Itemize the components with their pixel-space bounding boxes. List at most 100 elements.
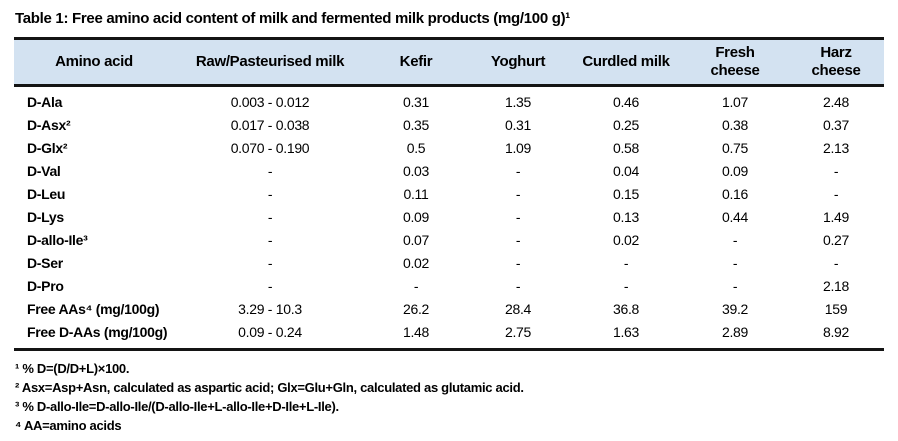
cell: 3.29 - 10.3 bbox=[238, 301, 302, 317]
table-row-d-ala: D-Ala 0.003 - 0.012 0.31 1.35 0.46 1.07 … bbox=[14, 86, 884, 115]
col-header-yoghurt: Yoghurt bbox=[466, 38, 570, 87]
cell: 8.92 bbox=[822, 324, 850, 340]
cell: 1.63 bbox=[612, 324, 640, 340]
row-label: D-Lys bbox=[27, 209, 64, 225]
cell: - bbox=[732, 232, 738, 248]
cell: 0.09 bbox=[402, 209, 430, 225]
cell: 0.5 bbox=[406, 140, 426, 156]
footnotes: ¹ % D=(D/D+L)×100. ² Asx=Asp+Asn, calcul… bbox=[14, 351, 884, 435]
row-label: D-Val bbox=[27, 163, 61, 179]
table-title: Table 1: Free amino acid content of milk… bbox=[15, 10, 570, 27]
row-label: Free D-AAs (mg/100g) bbox=[27, 324, 168, 340]
cell: - bbox=[267, 232, 273, 248]
cell: 0.31 bbox=[504, 117, 532, 133]
cell: 2.89 bbox=[721, 324, 749, 340]
col-header-fresh-cheese: Fresh cheese bbox=[682, 38, 788, 87]
cell: - bbox=[515, 255, 521, 271]
table-row-d-asx: D-Asx² 0.017 - 0.038 0.35 0.31 0.25 0.38… bbox=[14, 114, 884, 137]
cell: - bbox=[267, 209, 273, 225]
cell: 0.09 bbox=[721, 163, 749, 179]
cell: - bbox=[515, 186, 521, 202]
cell: 2.75 bbox=[504, 324, 532, 340]
cell: - bbox=[515, 232, 521, 248]
cell: 2.13 bbox=[822, 140, 850, 156]
cell: 0.31 bbox=[402, 94, 430, 110]
row-label: D-Leu bbox=[27, 186, 66, 202]
table-row-d-leu: D-Leu - 0.11 - 0.15 0.16 - bbox=[14, 183, 884, 206]
footnote-1: ¹ % D=(D/D+L)×100. bbox=[15, 361, 130, 376]
table-row-free-aas: Free AAs⁴ (mg/100g) 3.29 - 10.3 26.2 28.… bbox=[14, 298, 884, 321]
cell: 1.09 bbox=[504, 140, 532, 156]
cell: 0.44 bbox=[721, 209, 749, 225]
cell: 1.07 bbox=[721, 94, 749, 110]
cell: - bbox=[515, 278, 521, 294]
footnote-3: ³ % D-allo-Ile=D-allo-Ile/(D-allo-Ile+L-… bbox=[15, 399, 339, 414]
row-label: D-Asx² bbox=[27, 117, 71, 133]
cell: 2.18 bbox=[822, 278, 850, 294]
cell: 0.04 bbox=[612, 163, 640, 179]
cell: 0.27 bbox=[822, 232, 850, 248]
row-label: D-Ala bbox=[27, 94, 63, 110]
cell: 0.13 bbox=[612, 209, 640, 225]
cell: - bbox=[515, 163, 521, 179]
col-header-amino-acid: Amino acid bbox=[14, 38, 174, 87]
cell: - bbox=[267, 255, 273, 271]
cell: 0.75 bbox=[721, 140, 749, 156]
cell: - bbox=[267, 278, 273, 294]
table-row-d-ser: D-Ser - 0.02 - - - - bbox=[14, 252, 884, 275]
footnote-2: ² Asx=Asp+Asn, calculated as aspartic ac… bbox=[15, 380, 524, 395]
col-header-curdled-milk: Curdled milk bbox=[570, 38, 682, 87]
row-label: D-Pro bbox=[27, 278, 64, 294]
table-row-d-glx: D-Glx² 0.070 - 0.190 0.5 1.09 0.58 0.75 … bbox=[14, 137, 884, 160]
cell: 36.8 bbox=[612, 301, 640, 317]
cell: 0.37 bbox=[822, 117, 850, 133]
cell: 28.4 bbox=[504, 301, 532, 317]
cell: - bbox=[833, 186, 839, 202]
cell: 2.48 bbox=[822, 94, 850, 110]
cell: - bbox=[267, 163, 273, 179]
cell: 0.070 - 0.190 bbox=[230, 140, 310, 156]
cell: - bbox=[623, 278, 629, 294]
cell: 0.15 bbox=[612, 186, 640, 202]
cell: 0.09 - 0.24 bbox=[238, 324, 302, 340]
cell: 1.48 bbox=[402, 324, 430, 340]
col-header-kefir: Kefir bbox=[366, 38, 466, 87]
cell: 0.003 - 0.012 bbox=[230, 94, 310, 110]
row-label: D-allo-Ile³ bbox=[27, 232, 88, 248]
col-header-harz-cheese: Harz cheese bbox=[788, 38, 884, 87]
cell: 0.017 - 0.038 bbox=[230, 117, 310, 133]
cell: 0.02 bbox=[402, 255, 430, 271]
cell: 159 bbox=[824, 301, 848, 317]
cell: 0.03 bbox=[402, 163, 430, 179]
cell: 0.46 bbox=[612, 94, 640, 110]
cell: - bbox=[732, 278, 738, 294]
table-row-free-d-aas: Free D-AAs (mg/100g) 0.09 - 0.24 1.48 2.… bbox=[14, 321, 884, 350]
amino-acid-table: Amino acid Raw/Pasteurised milk Kefir Yo… bbox=[14, 37, 884, 351]
footnote-4: ⁴ AA=amino acids bbox=[15, 418, 122, 433]
table-row-d-allo-ile: D-allo-Ile³ - 0.07 - 0.02 - 0.27 bbox=[14, 229, 884, 252]
cell: 1.35 bbox=[504, 94, 532, 110]
cell: 0.25 bbox=[612, 117, 640, 133]
row-label: D-Glx² bbox=[27, 140, 68, 156]
cell: 0.02 bbox=[612, 232, 640, 248]
cell: - bbox=[732, 255, 738, 271]
col-header-raw-pasteurised-milk: Raw/Pasteurised milk bbox=[174, 38, 366, 87]
cell: - bbox=[267, 186, 273, 202]
cell: 0.07 bbox=[402, 232, 430, 248]
header-row: Amino acid Raw/Pasteurised milk Kefir Yo… bbox=[14, 38, 884, 87]
cell: 0.58 bbox=[612, 140, 640, 156]
cell: 0.16 bbox=[721, 186, 749, 202]
table-row-d-pro: D-Pro - - - - - 2.18 bbox=[14, 275, 884, 298]
cell: - bbox=[833, 255, 839, 271]
cell: - bbox=[833, 163, 839, 179]
cell: - bbox=[623, 255, 629, 271]
cell: - bbox=[515, 209, 521, 225]
cell: 0.35 bbox=[402, 117, 430, 133]
row-label: Free AAs⁴ (mg/100g) bbox=[27, 301, 160, 317]
cell: - bbox=[413, 278, 419, 294]
cell: 1.49 bbox=[822, 209, 850, 225]
row-label: D-Ser bbox=[27, 255, 63, 271]
table-row-d-lys: D-Lys - 0.09 - 0.13 0.44 1.49 bbox=[14, 206, 884, 229]
cell: 0.38 bbox=[721, 117, 749, 133]
